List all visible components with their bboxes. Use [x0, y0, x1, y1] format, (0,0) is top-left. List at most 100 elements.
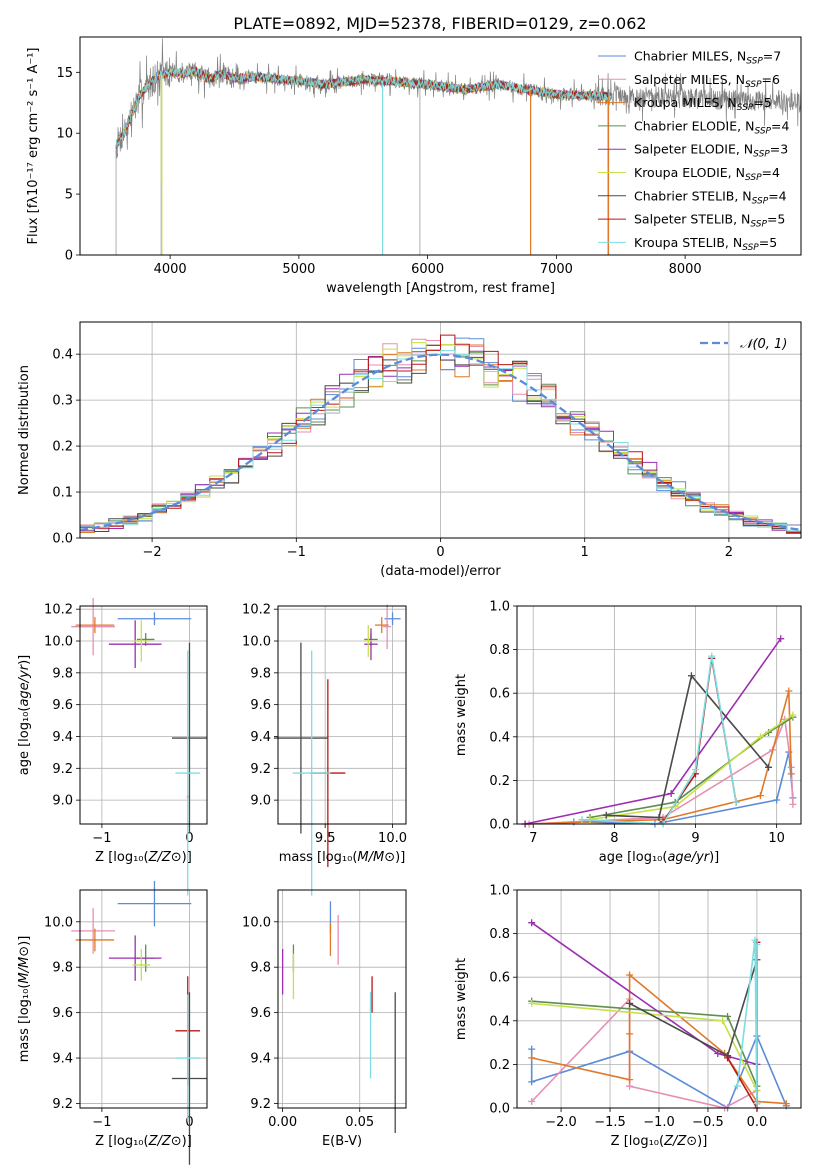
legend-entry: Kroupa ELODIE, NSSP=4	[634, 165, 780, 183]
x-tick-label: −1.0	[643, 1115, 675, 1130]
data-point	[171, 992, 207, 1165]
weight-marker	[602, 811, 610, 819]
data-point	[75, 617, 115, 634]
y-tick-label: 10	[56, 127, 73, 142]
weight-marker	[528, 1078, 536, 1086]
x-tick-label: −2.0	[545, 1115, 577, 1130]
weight-marker	[626, 1082, 634, 1090]
y-tick-label: 0.2	[489, 1058, 510, 1073]
y-tick-label: 0.0	[489, 818, 510, 833]
legend: Chabrier MILES, NSSP=7 Salpeter MILES, NS…	[598, 49, 789, 253]
panel-age_vs_Z: −1 0 9.0 9.2 9.4 9.6 9.8 10.0 10.2 Z [log₁₀(Z/Z⊙)…	[17, 598, 208, 896]
weight-line	[606, 674, 770, 819]
x-tick-label: 0.05	[345, 1115, 374, 1130]
axes-frame	[277, 889, 407, 1109]
data-point	[171, 642, 207, 834]
y-tick-label: 9.6	[52, 1006, 73, 1021]
y-tick-label: 9.8	[250, 666, 271, 681]
x-tick-label: 7	[529, 831, 537, 846]
weight-marker	[687, 672, 695, 680]
weight-marker	[753, 1100, 761, 1108]
weight-marker	[719, 1017, 727, 1025]
y-tick-label: 9.0	[250, 794, 271, 809]
weight-line	[525, 690, 793, 825]
data-point	[108, 620, 162, 669]
weight-marker	[692, 766, 700, 773]
weight-marker	[667, 789, 675, 797]
weight-marker	[724, 1012, 732, 1020]
weight-series	[521, 687, 795, 828]
x-axis-label: E(B-V)	[322, 1134, 362, 1149]
y-tick-label: 0.2	[489, 774, 510, 789]
y-tick-label: 9.8	[52, 666, 73, 681]
legend-entry: Chabrier MILES, NSSP=7	[634, 49, 781, 67]
x-tick-label: 7000	[540, 262, 573, 277]
axes-frame	[277, 605, 407, 825]
panel-weight_vs_age: 7 8 9 10 0.0 0.2 0.4 0.6 0.8 1.0 age [log₁₀(age/yr…	[454, 600, 802, 865]
y-axis-label: age [log₁₀(age/yr)]	[17, 655, 32, 776]
y-tick-label: 9.6	[52, 698, 73, 713]
y-tick-label: 9.6	[250, 1006, 271, 1021]
data-point	[117, 880, 192, 927]
y-axis-label: mass weight	[454, 674, 469, 756]
y-axis-label: Flux [fλ10⁻¹⁷ erg cm⁻² s⁻¹ A⁻¹]	[26, 48, 41, 245]
y-tick-label: 0	[65, 249, 73, 264]
axes-frame	[516, 605, 802, 825]
data-point	[175, 650, 200, 896]
weight-line	[589, 714, 794, 821]
x-tick-label: −1	[92, 1115, 111, 1130]
y-tick-label: 10.2	[242, 603, 271, 618]
panel-mass_vs_ebv: 0.00 0.05 9.2 9.4 9.6 9.8 10.0 E(B-V)	[242, 889, 407, 1149]
legend-entry: Chabrier STELIB, NSSP=4	[634, 188, 787, 206]
y-tick-label: 9.4	[250, 1052, 271, 1067]
weight-line	[736, 940, 758, 1104]
y-tick-label: 0.0	[52, 532, 73, 547]
x-tick-label: 1	[581, 545, 589, 560]
y-tick-label: 5	[65, 188, 73, 203]
weight-marker	[655, 813, 663, 821]
weight-line	[589, 716, 794, 819]
axes-frame	[79, 321, 802, 539]
weight-marker	[785, 687, 793, 695]
x-tick-label: −2	[143, 545, 162, 560]
y-tick-label: 10.0	[44, 915, 73, 930]
y-axis-label: mass [log₁₀(M/M⊙)]	[17, 936, 32, 1063]
y-tick-label: 9.6	[250, 698, 271, 713]
x-axis-label: Z [log₁₀(Z/Z⊙)]	[95, 1134, 192, 1149]
figure-title: PLATE=0892, MJD=52378, FIBERID=0129, z=0…	[233, 14, 646, 33]
weight-series	[602, 672, 773, 821]
y-tick-label: 0.6	[489, 971, 510, 986]
x-tick-label: −1	[92, 831, 111, 846]
y-tick-label: 0.3	[52, 394, 73, 409]
model-spectrum-line	[115, 67, 611, 148]
data-point	[117, 612, 192, 626]
weight-line	[530, 1034, 788, 1110]
data-point	[383, 604, 392, 649]
weight-series	[626, 956, 761, 1108]
weight-marker	[789, 711, 797, 719]
weight-marker	[765, 763, 773, 771]
weight-marker	[782, 1100, 790, 1108]
weight-marker	[773, 796, 781, 804]
x-tick-label: 6000	[411, 262, 444, 277]
weight-marker	[626, 999, 634, 1007]
y-tick-label: 9.4	[250, 730, 271, 745]
weight-line	[531, 922, 758, 1066]
legend: 𝒩(0, 1)	[700, 337, 787, 352]
axes-frame	[516, 889, 802, 1109]
x-axis-label: (data-model)/error	[380, 564, 501, 579]
histogram-step	[80, 334, 801, 535]
data-point	[132, 949, 151, 981]
y-tick-label: 1.0	[489, 884, 510, 899]
y-tick-label: 10.0	[242, 915, 271, 930]
x-tick-label: 5000	[282, 262, 315, 277]
weight-series	[528, 919, 761, 1068]
weight-series	[733, 936, 761, 1108]
data-point	[375, 617, 389, 634]
panel-age_vs_mass: 9.5 10.0 9.0 9.2 9.4 9.6 9.8 10.0 10.2 mass [log₁…	[242, 603, 407, 896]
weight-marker	[528, 1045, 536, 1053]
y-tick-label: 0.4	[52, 348, 73, 363]
weight-series	[586, 711, 797, 824]
y-axis-label: mass weight	[454, 958, 469, 1040]
